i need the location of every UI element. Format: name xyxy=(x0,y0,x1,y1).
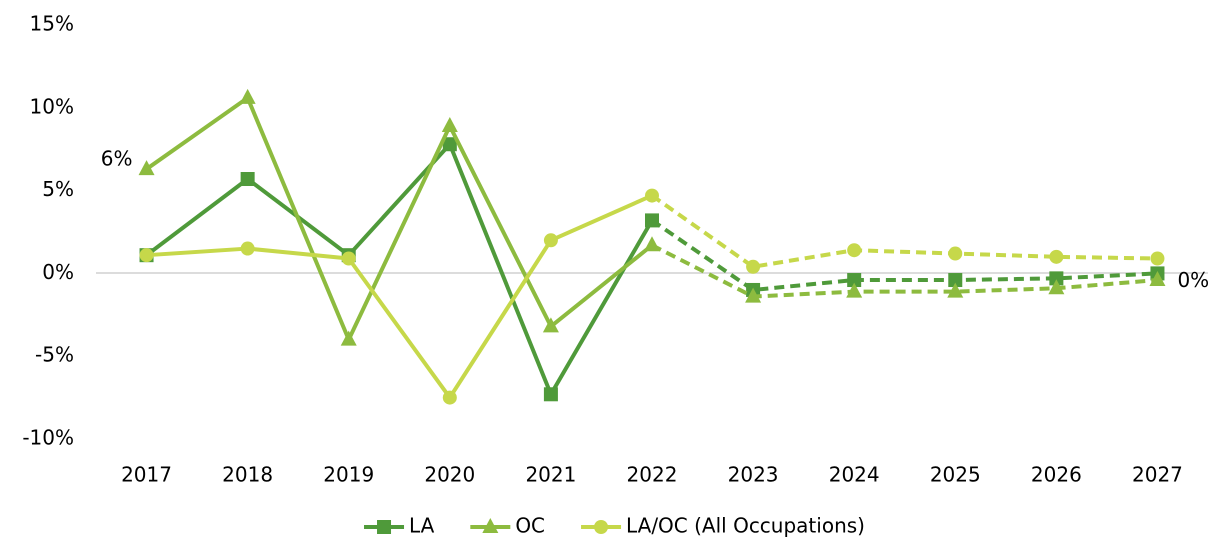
data-point xyxy=(948,273,963,288)
data-point xyxy=(340,330,357,346)
legend-marker xyxy=(594,520,609,534)
legend-label: LA/OC (All Occupations) xyxy=(626,514,865,538)
x-tick-label: 2022 xyxy=(627,463,678,487)
data-point xyxy=(1049,271,1064,286)
x-tick-label: 2023 xyxy=(728,463,779,487)
data-point xyxy=(542,317,559,333)
x-tick-label: 2027 xyxy=(1132,463,1183,487)
y-tick-label: -5% xyxy=(35,343,74,367)
data-point xyxy=(644,236,660,252)
forecast-line xyxy=(650,193,1158,269)
data-point xyxy=(847,273,862,288)
forecast-line xyxy=(651,243,1158,299)
y-tick-label: -10% xyxy=(22,426,74,450)
data-point xyxy=(948,246,963,261)
data-point xyxy=(947,282,964,298)
data-point xyxy=(442,137,457,152)
data-point xyxy=(240,172,255,187)
legend-label: LA xyxy=(409,514,435,538)
data-point xyxy=(240,241,255,256)
series-line xyxy=(146,193,653,400)
data-point xyxy=(1149,271,1166,287)
data-point xyxy=(847,243,862,258)
data-point xyxy=(1048,279,1065,295)
data-point xyxy=(846,282,863,298)
data-point xyxy=(645,213,659,228)
x-tick-label: 2020 xyxy=(424,463,475,487)
data-point xyxy=(138,160,155,176)
series-line xyxy=(145,142,654,397)
x-tick-label: 2021 xyxy=(525,463,576,487)
x-tick-label: 2017 xyxy=(121,463,172,487)
data-point xyxy=(139,248,154,263)
forecast-line xyxy=(650,218,1158,292)
data-point xyxy=(645,188,659,203)
x-tick-label: 2025 xyxy=(930,463,981,487)
series-line xyxy=(145,95,654,342)
data-point xyxy=(239,88,256,104)
legend-label: OC xyxy=(515,514,545,538)
y-tick-label: 10% xyxy=(30,94,74,118)
y-tick-label: 5% xyxy=(42,177,74,201)
data-label: 6% xyxy=(101,147,133,171)
y-tick-label: 0% xyxy=(42,260,74,284)
x-tick-label: 2019 xyxy=(323,463,374,487)
data-point xyxy=(1150,251,1165,266)
data-point xyxy=(441,117,458,133)
x-tick-label: 2018 xyxy=(222,463,273,487)
x-tick-label: 2024 xyxy=(829,463,880,487)
y-tick-label: 15% xyxy=(30,12,74,36)
data-point xyxy=(442,390,457,405)
data-point xyxy=(745,287,762,303)
legend-marker xyxy=(377,520,392,534)
data-point xyxy=(543,387,558,402)
x-tick-label: 2026 xyxy=(1031,463,1082,487)
data-point xyxy=(746,259,761,274)
legend-marker xyxy=(482,518,499,533)
data-point xyxy=(341,251,356,266)
data-point xyxy=(1049,249,1064,264)
data-point xyxy=(543,233,558,248)
data-label: 0% xyxy=(1177,268,1209,292)
